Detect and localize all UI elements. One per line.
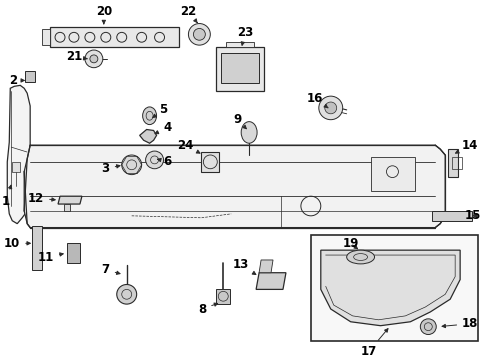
- Text: 5: 5: [153, 103, 168, 117]
- Circle shape: [325, 102, 337, 114]
- Text: 12: 12: [28, 192, 55, 205]
- Polygon shape: [256, 273, 286, 289]
- Text: 9: 9: [233, 113, 246, 129]
- Text: 10: 10: [4, 237, 30, 250]
- Text: 4: 4: [155, 121, 172, 134]
- Text: 6: 6: [158, 156, 172, 168]
- Circle shape: [122, 155, 142, 175]
- Polygon shape: [216, 47, 264, 91]
- Polygon shape: [370, 157, 416, 191]
- Text: 3: 3: [101, 162, 120, 175]
- Circle shape: [420, 319, 436, 334]
- Text: 7: 7: [101, 263, 120, 276]
- Polygon shape: [24, 145, 445, 228]
- Text: 21: 21: [66, 50, 88, 63]
- Polygon shape: [67, 243, 80, 263]
- Ellipse shape: [241, 122, 257, 143]
- Polygon shape: [221, 53, 259, 84]
- Polygon shape: [64, 204, 70, 211]
- Text: 14: 14: [456, 139, 479, 153]
- Text: 20: 20: [96, 5, 112, 24]
- Polygon shape: [12, 162, 20, 172]
- Text: 17: 17: [361, 329, 388, 358]
- Polygon shape: [140, 130, 157, 143]
- Ellipse shape: [143, 107, 157, 125]
- Text: 19: 19: [342, 237, 359, 250]
- Text: 11: 11: [38, 251, 63, 264]
- Polygon shape: [226, 42, 254, 47]
- Text: 23: 23: [237, 26, 253, 45]
- Circle shape: [117, 284, 137, 304]
- Polygon shape: [432, 211, 472, 221]
- Polygon shape: [50, 27, 179, 47]
- Text: 8: 8: [198, 302, 218, 315]
- Polygon shape: [42, 30, 50, 45]
- Text: 22: 22: [180, 5, 197, 23]
- Text: 24: 24: [177, 139, 200, 153]
- Text: 16: 16: [306, 91, 328, 108]
- Polygon shape: [7, 85, 30, 224]
- Polygon shape: [25, 71, 35, 82]
- Polygon shape: [58, 196, 82, 204]
- Text: 2: 2: [9, 74, 24, 87]
- Ellipse shape: [347, 250, 374, 264]
- Circle shape: [90, 55, 98, 63]
- Circle shape: [146, 151, 164, 169]
- Text: 1: 1: [2, 185, 12, 208]
- Circle shape: [85, 50, 103, 68]
- Polygon shape: [448, 149, 458, 177]
- Polygon shape: [259, 260, 273, 273]
- Circle shape: [319, 96, 343, 120]
- Polygon shape: [201, 152, 220, 172]
- Text: 18: 18: [442, 317, 479, 330]
- Text: 15: 15: [465, 209, 482, 222]
- Polygon shape: [216, 289, 230, 304]
- Polygon shape: [32, 226, 42, 270]
- Text: 13: 13: [233, 258, 256, 275]
- Circle shape: [189, 23, 210, 45]
- Circle shape: [194, 28, 205, 40]
- Polygon shape: [321, 250, 460, 326]
- Bar: [311, 235, 478, 341]
